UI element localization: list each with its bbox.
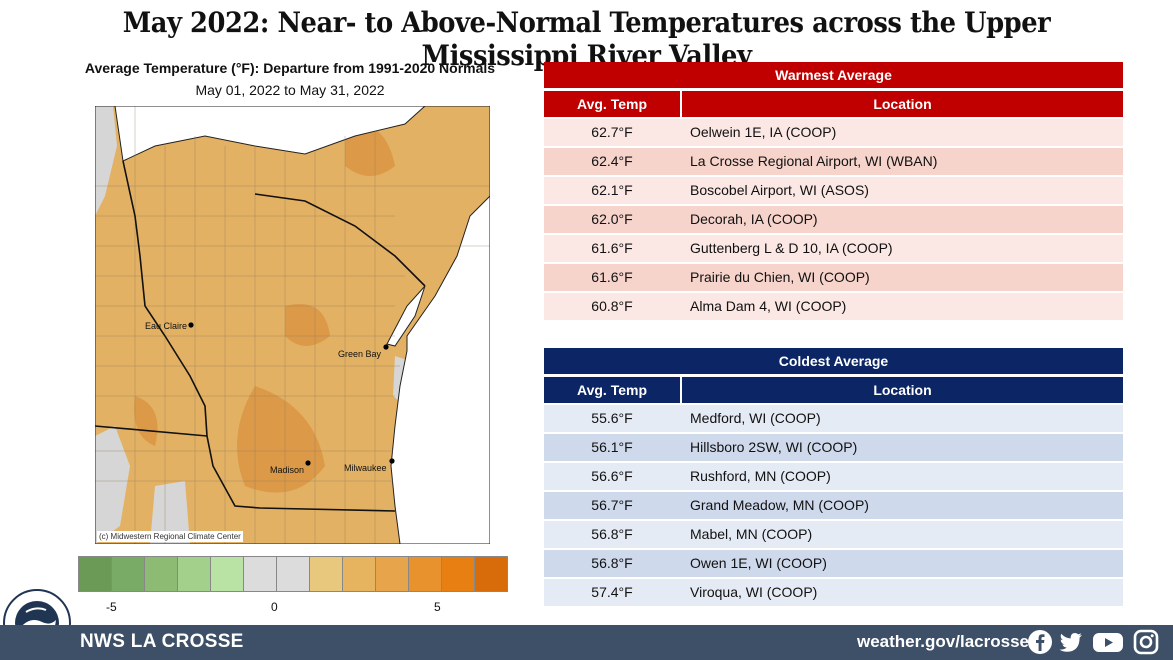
twitter-icon[interactable] <box>1058 629 1084 655</box>
table-row: 56.8°F Owen 1E, WI (COOP) <box>544 550 1123 577</box>
avg-temp-cell: 56.8°F <box>591 555 633 571</box>
table-row: 62.0°F Decorah, IA (COOP) <box>544 206 1123 233</box>
table-row: 60.8°F Alma Dam 4, WI (COOP) <box>544 293 1123 320</box>
avg-temp-cell: 56.7°F <box>591 497 633 513</box>
legend-swatch <box>277 557 310 591</box>
legend-label-5: 5 <box>434 600 441 614</box>
milwaukee-dot <box>389 458 395 464</box>
avg-temp-cell: 55.6°F <box>591 410 633 426</box>
map-date-range: May 01, 2022 to May 31, 2022 <box>195 82 385 98</box>
avg-temp-cell: 57.4°F <box>591 584 633 600</box>
city-label-green-bay: Green Bay <box>338 349 382 359</box>
location-cell: Hillsboro 2SW, WI (COOP) <box>690 439 858 455</box>
city-label-madison: Madison <box>270 465 305 475</box>
location-cell: Rushford, MN (COOP) <box>690 468 831 484</box>
location-cell: Oelwein 1E, IA (COOP) <box>690 124 837 140</box>
warmest-table: Warmest Average Avg. Temp Location 62.7°… <box>544 62 1123 320</box>
warmest-table-header: Avg. Temp Location <box>544 91 1123 117</box>
avg-temp-cell: 62.1°F <box>591 182 633 198</box>
instagram-icon[interactable] <box>1133 629 1159 655</box>
coldest-table-title: Coldest Average <box>544 348 1123 374</box>
col-avg-temp: Avg. Temp <box>544 91 682 117</box>
avg-temp-cell: 62.4°F <box>591 153 633 169</box>
legend-swatch <box>244 557 277 591</box>
location-cell: Viroqua, WI (COOP) <box>690 584 818 600</box>
legend-swatch <box>211 557 244 591</box>
office-name: NWS LA CROSSE <box>80 631 244 652</box>
table-row: 62.1°F Boscobel Airport, WI (ASOS) <box>544 177 1123 204</box>
facebook-icon[interactable] <box>1027 629 1053 655</box>
legend-swatch <box>409 557 442 591</box>
table-row: 55.6°F Medford, WI (COOP) <box>544 405 1123 432</box>
city-label-milwaukee: Milwaukee <box>344 463 387 473</box>
table-row: 57.4°F Viroqua, WI (COOP) <box>544 579 1123 606</box>
table-row: 61.6°F Prairie du Chien, WI (COOP) <box>544 264 1123 291</box>
avg-temp-cell: 60.8°F <box>591 298 633 314</box>
location-cell: Boscobel Airport, WI (ASOS) <box>690 182 869 198</box>
location-cell: Medford, WI (COOP) <box>690 410 821 426</box>
location-cell: Alma Dam 4, WI (COOP) <box>690 298 847 314</box>
location-cell: Owen 1E, WI (COOP) <box>690 555 827 571</box>
temperature-departure-map <box>95 106 490 544</box>
footer-bar: NWS LA CROSSE weather.gov/lacrosse <box>0 625 1173 660</box>
coldest-table-header: Avg. Temp Location <box>544 377 1123 403</box>
avg-temp-cell: 56.6°F <box>591 468 633 484</box>
avg-temp-cell: 61.6°F <box>591 240 633 256</box>
avg-temp-cell: 62.7°F <box>591 124 633 140</box>
location-cell: Grand Meadow, MN (COOP) <box>690 497 869 513</box>
avg-temp-cell: 56.1°F <box>591 439 633 455</box>
page-headline: May 2022: Near- to Above-Normal Temperat… <box>122 6 1051 72</box>
legend-swatch <box>376 557 409 591</box>
coldest-table: Coldest Average Avg. Temp Location 55.6°… <box>544 348 1123 606</box>
avg-temp-cell: 62.0°F <box>591 211 633 227</box>
legend-swatch <box>79 557 112 591</box>
location-cell: Decorah, IA (COOP) <box>690 211 818 227</box>
location-cell: Guttenberg L & D 10, IA (COOP) <box>690 240 893 256</box>
legend-label-minus5: -5 <box>106 600 117 614</box>
avg-temp-cell: 61.6°F <box>591 269 633 285</box>
location-cell: Prairie du Chien, WI (COOP) <box>690 269 870 285</box>
table-row: 56.7°F Grand Meadow, MN (COOP) <box>544 492 1123 519</box>
color-legend <box>78 556 508 592</box>
legend-swatch <box>178 557 211 591</box>
legend-label-zero: 0 <box>271 600 278 614</box>
city-label-eau-claire: Eau Claire <box>145 321 188 331</box>
legend-swatch <box>343 557 376 591</box>
legend-swatch <box>145 557 178 591</box>
location-cell: La Crosse Regional Airport, WI (WBAN) <box>690 153 938 169</box>
youtube-icon[interactable] <box>1092 629 1124 655</box>
legend-swatch <box>310 557 343 591</box>
legend-swatch <box>112 557 145 591</box>
eau-claire-dot <box>188 322 194 328</box>
legend-swatch <box>475 557 507 591</box>
madison-dot <box>305 460 311 466</box>
col-avg-temp: Avg. Temp <box>544 377 682 403</box>
map-credit: (c) Midwestern Regional Climate Center <box>97 531 243 542</box>
website-link[interactable]: weather.gov/lacrosse <box>857 632 1029 651</box>
table-row: 56.6°F Rushford, MN (COOP) <box>544 463 1123 490</box>
warmest-table-title: Warmest Average <box>544 62 1123 88</box>
table-row: 56.8°F Mabel, MN (COOP) <box>544 521 1123 548</box>
map-title: Average Temperature (°F): Departure from… <box>84 60 496 76</box>
table-row: 61.6°F Guttenberg L & D 10, IA (COOP) <box>544 235 1123 262</box>
col-location: Location <box>873 382 932 398</box>
col-location: Location <box>873 96 932 112</box>
table-row: 56.1°F Hillsboro 2SW, WI (COOP) <box>544 434 1123 461</box>
location-cell: Mabel, MN (COOP) <box>690 526 813 542</box>
green-bay-dot <box>383 344 389 350</box>
table-row: 62.4°F La Crosse Regional Airport, WI (WB… <box>544 148 1123 175</box>
avg-temp-cell: 56.8°F <box>591 526 633 542</box>
table-row: 62.7°F Oelwein 1E, IA (COOP) <box>544 119 1123 146</box>
legend-swatch <box>442 557 475 591</box>
